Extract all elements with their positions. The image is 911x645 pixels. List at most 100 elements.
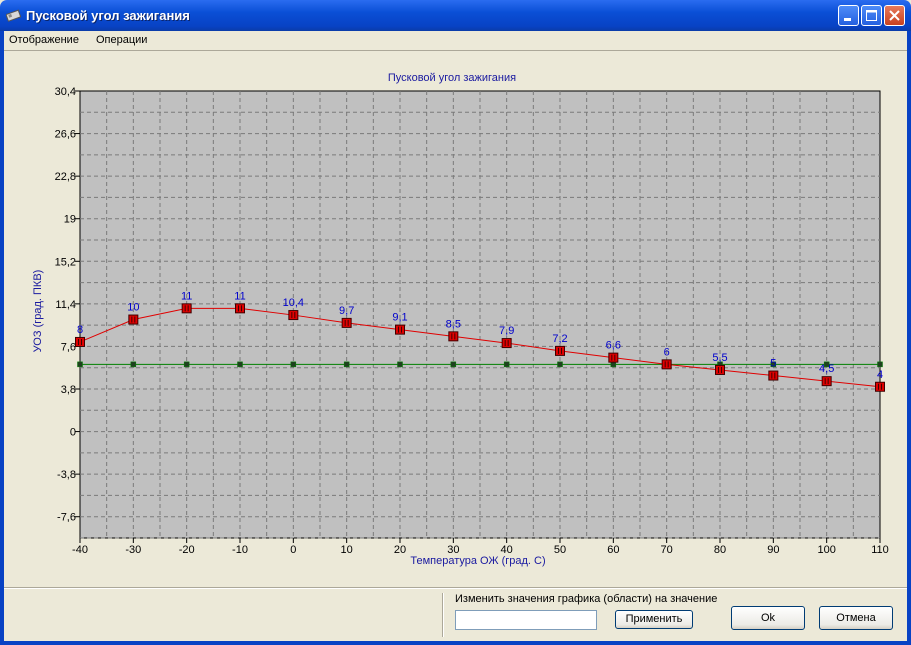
series-green-point bbox=[237, 361, 243, 368]
series-green-point bbox=[823, 361, 830, 368]
series-green-point bbox=[450, 361, 457, 368]
series-green-point bbox=[290, 361, 297, 368]
x-tick-label: 50 bbox=[554, 544, 566, 556]
x-tick-label: 90 bbox=[767, 544, 779, 556]
separator bbox=[442, 593, 443, 637]
menu-operations[interactable]: Операции bbox=[96, 34, 148, 46]
x-tick-label: 0 bbox=[290, 544, 296, 556]
x-tick-label: 30 bbox=[447, 544, 459, 556]
chart[interactable]: 30,4 26,6 22,8 19 15,2 11,4 7,6 3,8 0 -3,8 -7,6 -40… bbox=[4, 51, 907, 587]
series-red-point[interactable] bbox=[288, 310, 299, 321]
series-green-point bbox=[77, 361, 83, 368]
series-red-point[interactable] bbox=[768, 370, 779, 381]
data-label: 6 bbox=[664, 346, 670, 358]
y-tick-label: 19 bbox=[64, 214, 76, 226]
y-tick-label: 7,6 bbox=[61, 341, 76, 353]
series-red-point[interactable] bbox=[341, 317, 352, 328]
series-green-point bbox=[130, 361, 137, 368]
series-red-point[interactable] bbox=[661, 359, 672, 370]
x-tick-label: -10 bbox=[232, 544, 248, 556]
title-bar[interactable]: Пусковой угол зажигания bbox=[0, 0, 911, 31]
data-label: 6,6 bbox=[606, 340, 621, 352]
x-tick-label: 100 bbox=[817, 544, 835, 556]
minimize-icon bbox=[844, 18, 851, 21]
series-green-point bbox=[770, 361, 777, 368]
y-tick-label: 0 bbox=[70, 427, 76, 439]
window-frame-right bbox=[907, 31, 911, 645]
data-label: 4 bbox=[877, 369, 883, 381]
chart-title: Пусковой угол зажигания bbox=[388, 72, 516, 84]
series-red-point[interactable] bbox=[181, 303, 192, 314]
data-label: 10,4 bbox=[283, 297, 304, 309]
series-green-point bbox=[183, 361, 190, 368]
bottom-panel: Изменить значения графика (области) на з… bbox=[4, 587, 907, 642]
series-red-point[interactable] bbox=[608, 352, 619, 363]
data-label: 7,2 bbox=[552, 333, 567, 345]
apply-button[interactable]: Применить bbox=[615, 610, 693, 629]
x-tick-label: -40 bbox=[72, 544, 88, 556]
series-green-point bbox=[557, 361, 563, 368]
series-green-point bbox=[397, 361, 403, 368]
maximize-button[interactable] bbox=[861, 5, 882, 26]
y-tick-label: 30,4 bbox=[55, 86, 76, 98]
x-tick-label: 70 bbox=[661, 544, 673, 556]
y-axis-label: УОЗ (град. ПКВ) bbox=[32, 270, 44, 353]
data-label: 8,5 bbox=[446, 318, 461, 330]
data-label: 9,1 bbox=[392, 312, 407, 324]
y-tick-label: 3,8 bbox=[61, 384, 76, 396]
data-label: 4,5 bbox=[819, 363, 834, 375]
menu-display[interactable]: Отображение bbox=[9, 34, 79, 46]
series-green-point bbox=[503, 361, 510, 368]
minimize-button[interactable] bbox=[838, 5, 859, 26]
window-frame-bottom bbox=[0, 641, 911, 645]
y-tick-label: -7,6 bbox=[57, 512, 76, 524]
series-red-point[interactable] bbox=[235, 303, 245, 314]
y-tick-label: 26,6 bbox=[55, 129, 76, 141]
series-red-point[interactable] bbox=[715, 364, 725, 375]
x-tick-label: 40 bbox=[501, 544, 513, 556]
x-tick-label: 20 bbox=[394, 544, 406, 556]
y-tick-label: -3,8 bbox=[57, 469, 76, 481]
series-red-point[interactable] bbox=[448, 331, 459, 342]
value-input[interactable] bbox=[455, 610, 597, 630]
y-tick-label: 11,4 bbox=[55, 299, 76, 311]
window-title: Пусковой угол зажигания bbox=[26, 8, 190, 23]
cancel-button[interactable]: Отмена bbox=[819, 606, 893, 630]
menu-bar: Отображение Операции bbox=[4, 31, 907, 50]
series-green-point bbox=[877, 361, 883, 368]
series-red-point[interactable] bbox=[501, 338, 512, 349]
series-red-line bbox=[79, 307, 881, 388]
series-red-point[interactable] bbox=[75, 336, 85, 347]
series-red-point[interactable] bbox=[555, 345, 565, 356]
data-label: 5 bbox=[770, 358, 776, 370]
data-label: 10 bbox=[127, 302, 139, 314]
close-button[interactable] bbox=[884, 5, 905, 26]
window-frame-left bbox=[0, 31, 4, 645]
x-tick-label: 80 bbox=[714, 544, 726, 556]
data-label: 11 bbox=[234, 290, 245, 302]
series-red-point[interactable] bbox=[395, 324, 405, 335]
y-tick-label: 15,2 bbox=[55, 256, 76, 268]
data-label: 5,5 bbox=[712, 352, 727, 364]
x-tick-label: -30 bbox=[125, 544, 141, 556]
data-label: 9,7 bbox=[339, 305, 354, 317]
chart-panel: 30,4 26,6 22,8 19 15,2 11,4 7,6 3,8 0 -3,8 -7,6 -40… bbox=[4, 50, 907, 587]
maximize-icon bbox=[866, 10, 877, 21]
y-tick-label: 22,8 bbox=[55, 171, 76, 183]
change-value-label: Изменить значения графика (области) на з… bbox=[455, 593, 718, 605]
ok-button[interactable]: Ok bbox=[731, 606, 805, 630]
data-label: 7,9 bbox=[499, 325, 514, 337]
close-icon bbox=[889, 10, 900, 21]
app-icon bbox=[6, 9, 22, 22]
x-tick-label: -20 bbox=[179, 544, 195, 556]
x-axis-label: Температура ОЖ (град. С) bbox=[410, 555, 545, 567]
x-tick-label: 60 bbox=[607, 544, 619, 556]
series-green-point bbox=[343, 361, 350, 368]
data-label: 8 bbox=[77, 324, 83, 336]
x-tick-label: 10 bbox=[341, 544, 353, 556]
series-red-point[interactable] bbox=[128, 314, 139, 325]
series-red-point[interactable] bbox=[875, 381, 885, 392]
x-tick-label: 110 bbox=[871, 544, 889, 556]
series-red-point[interactable] bbox=[821, 376, 832, 387]
data-label: 11 bbox=[181, 290, 192, 302]
